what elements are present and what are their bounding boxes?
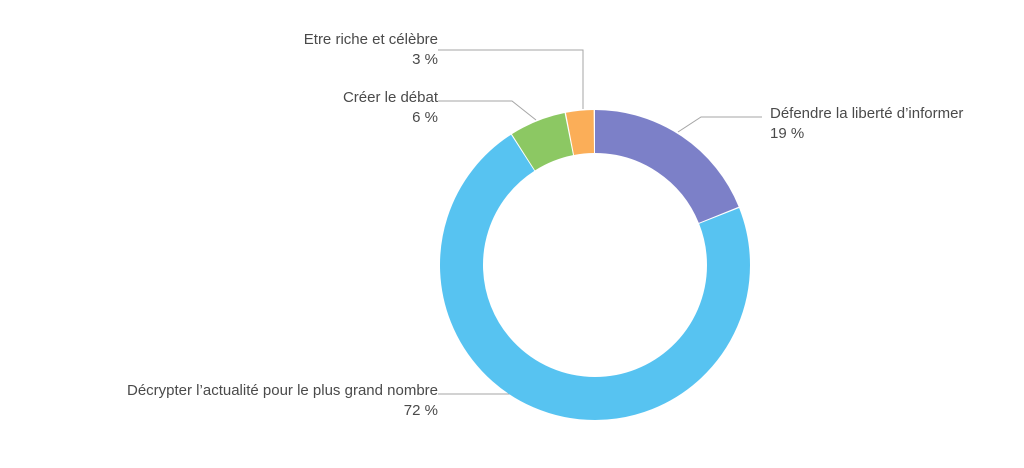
- slice-label-creer: Créer le débat 6 %: [343, 88, 438, 128]
- slice-label-riche-value: 3 %: [412, 51, 438, 68]
- slice-label-riche-text: Etre riche et célèbre: [303, 31, 438, 48]
- slice-label-decrypter: Décrypter l’actualité pour le plus grand…: [127, 381, 438, 421]
- slice-label-decrypter-text: Décrypter l’actualité pour le plus grand…: [127, 382, 438, 399]
- slice-label-creer-value: 6 %: [412, 109, 438, 126]
- donut-segment-creer[interactable]: [411, 81, 780, 450]
- slice-label-defendre: Défendre la liberté d’informer 19 %: [770, 104, 963, 144]
- connector-line-creer: [438, 100, 537, 121]
- slice-label-creer-text: Créer le débat: [342, 89, 438, 106]
- slice-label-defendre-value: 19 %: [770, 125, 805, 142]
- slice-label-riche: Etre riche et célèbre 3 %: [304, 30, 438, 70]
- donut-segments: [411, 81, 780, 450]
- slice-label-defendre-text: Défendre la liberté d’informer: [770, 105, 964, 122]
- slice-label-decrypter-value: 72 %: [403, 402, 438, 419]
- donut-segment-riche[interactable]: [439, 109, 751, 421]
- donut-segment-defendre[interactable]: [440, 110, 750, 420]
- connector-line-riche: [438, 49, 584, 109]
- donut-segment-decrypter[interactable]: [422, 92, 769, 439]
- connector-line-defendre: [677, 116, 762, 133]
